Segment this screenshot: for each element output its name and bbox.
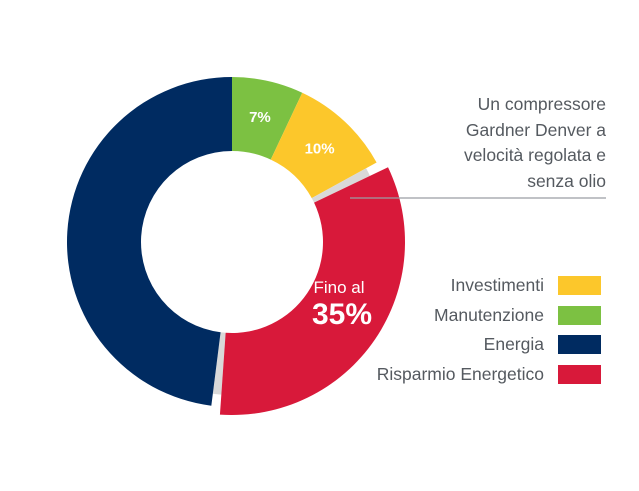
legend-swatch bbox=[558, 276, 601, 296]
legend-item-manutenzione: Manutenzione bbox=[377, 301, 601, 331]
highlight-gap-0 bbox=[311, 168, 370, 203]
annotation-line: velocità regolata e bbox=[463, 145, 606, 165]
annotation-line: Un compressore bbox=[477, 94, 606, 114]
legend: Investimenti Manutenzione Energia Rispar… bbox=[377, 271, 601, 389]
slice-investimenti bbox=[270, 92, 377, 199]
legend-item-energia: Energia bbox=[377, 330, 601, 360]
slice-manutenzione bbox=[232, 77, 303, 160]
slices-group: 7% 10% bbox=[67, 77, 405, 415]
annotation-text: Un compressore Gardner Denver a velocità… bbox=[400, 92, 606, 194]
legend-swatch bbox=[558, 305, 601, 325]
annotation-line: senza olio bbox=[527, 170, 606, 191]
slice-value-label-manutenzione: 7% bbox=[249, 109, 271, 126]
legend-label: Manutenzione bbox=[434, 304, 544, 325]
annotation-line: Gardner Denver a bbox=[465, 119, 606, 140]
slice-value-label-investimenti: 10% bbox=[305, 141, 335, 158]
legend-label: Investimenti bbox=[450, 275, 544, 296]
highlight-value-label: 35% bbox=[312, 298, 372, 331]
legend-swatch bbox=[558, 364, 601, 384]
legend-label: Risparmio Energetico bbox=[376, 363, 544, 384]
legend-label: Energia bbox=[483, 334, 544, 355]
highlight-gap-1 bbox=[212, 332, 226, 395]
slice-energia bbox=[67, 77, 232, 406]
highlight-prefix-label: Fino al bbox=[313, 278, 364, 297]
legend-swatch bbox=[558, 335, 601, 355]
slice-risparmio-energetico bbox=[219, 167, 405, 415]
legend-item-investimenti: Investimenti bbox=[377, 271, 601, 301]
legend-item-risparmio-energetico: Risparmio Energetico bbox=[377, 360, 601, 390]
